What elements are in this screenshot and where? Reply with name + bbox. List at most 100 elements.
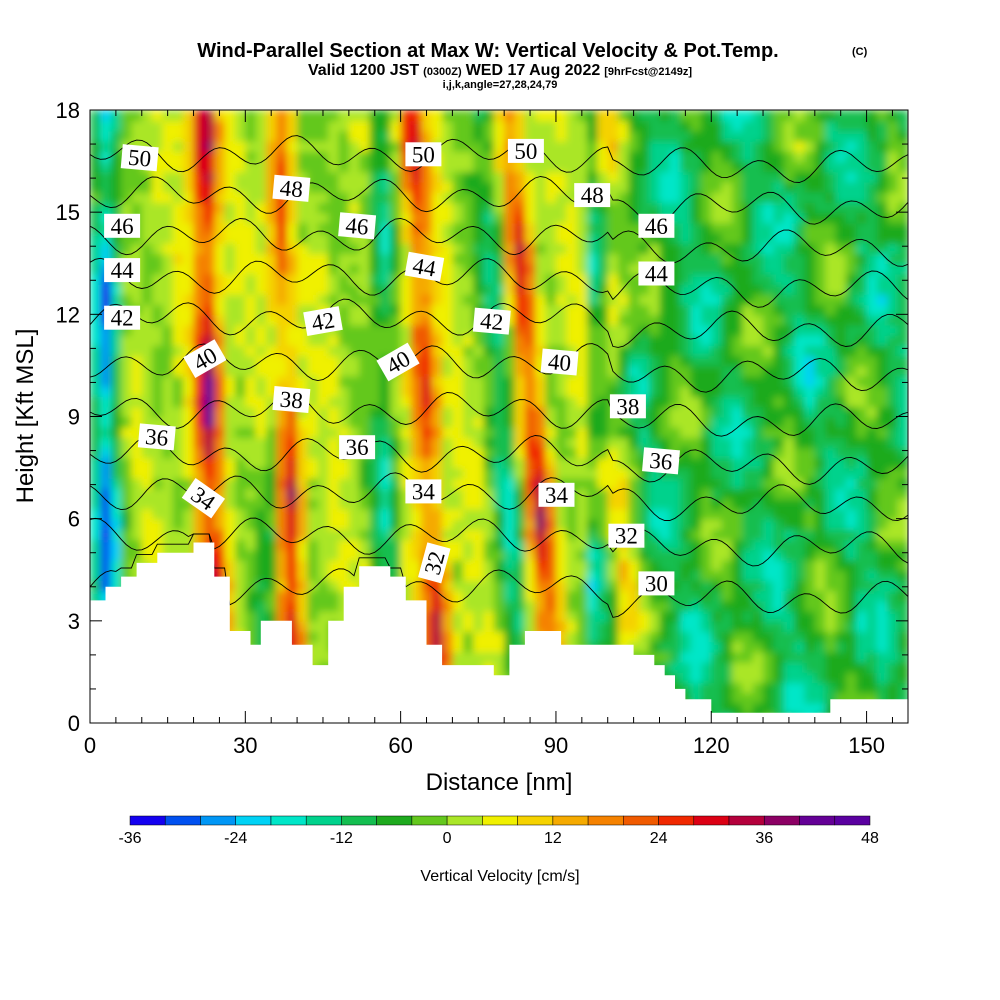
- velocity-cell: [628, 304, 640, 316]
- velocity-cell: [804, 232, 816, 244]
- velocity-cell: [266, 416, 278, 428]
- velocity-cell: [659, 436, 671, 449]
- velocity-cell: [328, 375, 340, 387]
- velocity-cell: [400, 580, 412, 592]
- velocity-cell: [307, 447, 319, 459]
- colorbar-swatch: [129, 815, 166, 826]
- velocity-cell: [618, 345, 630, 357]
- velocity-cell: [462, 253, 475, 265]
- velocity-cell: [224, 406, 236, 418]
- velocity-cell: [297, 150, 309, 163]
- velocity-cell: [214, 477, 226, 489]
- velocity-cell: [266, 212, 278, 224]
- velocity-cell: [110, 181, 123, 193]
- velocity-cell: [825, 171, 837, 183]
- velocity-cell: [141, 130, 154, 142]
- velocity-cell: [535, 426, 547, 438]
- velocity-cell: [690, 324, 702, 336]
- velocity-cell: [638, 477, 651, 489]
- velocity-cell: [659, 345, 671, 357]
- velocity-cell: [566, 375, 578, 387]
- velocity-cell: [286, 293, 299, 306]
- velocity-cell: [255, 110, 268, 122]
- contour-label-text: 50: [514, 139, 537, 164]
- velocity-cell: [317, 426, 330, 438]
- velocity-cell: [338, 150, 350, 163]
- velocity-cell: [359, 161, 371, 173]
- velocity-cell: [680, 253, 692, 265]
- velocity-cell: [245, 375, 257, 387]
- velocity-cell: [845, 651, 858, 663]
- velocity-cell: [317, 528, 330, 541]
- velocity-cell: [421, 283, 433, 295]
- velocity-cell: [255, 263, 268, 275]
- velocity-cell: [690, 263, 702, 275]
- velocity-cell: [317, 334, 330, 346]
- contour-label-text: 50: [127, 145, 152, 172]
- velocity-cell: [266, 518, 278, 530]
- velocity-cell: [897, 345, 908, 357]
- velocity-cell: [763, 559, 775, 571]
- velocity-cell: [659, 293, 671, 306]
- velocity-cell: [773, 242, 785, 254]
- velocity-cell: [452, 528, 464, 541]
- velocity-cell: [379, 416, 392, 428]
- velocity-cell: [876, 365, 889, 377]
- velocity-cell: [266, 345, 278, 357]
- velocity-cell: [100, 508, 112, 520]
- velocity-cell: [638, 140, 651, 152]
- velocity-cell: [369, 447, 381, 459]
- contour-label-box: [609, 394, 646, 419]
- velocity-cell: [473, 498, 485, 510]
- velocity-cell: [297, 222, 309, 234]
- velocity-cell: [721, 682, 733, 694]
- velocity-cell: [110, 171, 123, 183]
- velocity-cell: [338, 283, 350, 295]
- velocity-cell: [721, 467, 733, 479]
- velocity-cell: [369, 467, 381, 479]
- velocity-cell: [462, 436, 475, 449]
- x-tick-label: 90: [544, 733, 568, 758]
- velocity-cell: [411, 580, 423, 592]
- velocity-cell: [452, 140, 464, 152]
- velocity-cell: [887, 600, 899, 612]
- velocity-cell: [203, 324, 216, 336]
- velocity-cell: [400, 110, 412, 122]
- velocity-cell: [131, 447, 143, 459]
- velocity-cell: [224, 293, 236, 306]
- velocity-cell: [442, 222, 454, 234]
- velocity-cell: [348, 498, 361, 510]
- velocity-cell: [690, 375, 702, 387]
- velocity-cell: [814, 671, 827, 684]
- velocity-cell: [618, 273, 630, 285]
- velocity-cell: [659, 375, 671, 387]
- contour-label-box: [181, 478, 226, 519]
- velocity-cell: [566, 528, 578, 541]
- velocity-cell: [297, 457, 309, 469]
- velocity-cell: [856, 171, 868, 183]
- velocity-cell: [732, 447, 744, 459]
- velocity-cell: [431, 508, 444, 520]
- velocity-cell: [659, 365, 671, 377]
- velocity-cell: [628, 590, 640, 602]
- velocity-cell: [587, 161, 599, 173]
- velocity-cell: [794, 406, 806, 418]
- velocity-cell: [555, 396, 568, 408]
- velocity-cell: [421, 528, 433, 541]
- velocity-cell: [379, 110, 392, 122]
- velocity-cell: [328, 488, 340, 500]
- velocity-cell: [90, 130, 102, 142]
- velocity-cell: [597, 590, 609, 602]
- velocity-cell: [359, 559, 371, 571]
- velocity-cell: [763, 600, 775, 612]
- velocity-cell: [214, 436, 226, 449]
- contour-label-box: [104, 305, 141, 330]
- velocity-cell: [856, 457, 868, 469]
- velocity-cell: [897, 396, 908, 408]
- velocity-cell: [597, 365, 609, 377]
- velocity-cell: [690, 171, 702, 183]
- velocity-cell: [752, 702, 765, 714]
- velocity-cell: [804, 140, 816, 152]
- velocity-cell: [845, 528, 858, 541]
- velocity-cell: [452, 130, 464, 142]
